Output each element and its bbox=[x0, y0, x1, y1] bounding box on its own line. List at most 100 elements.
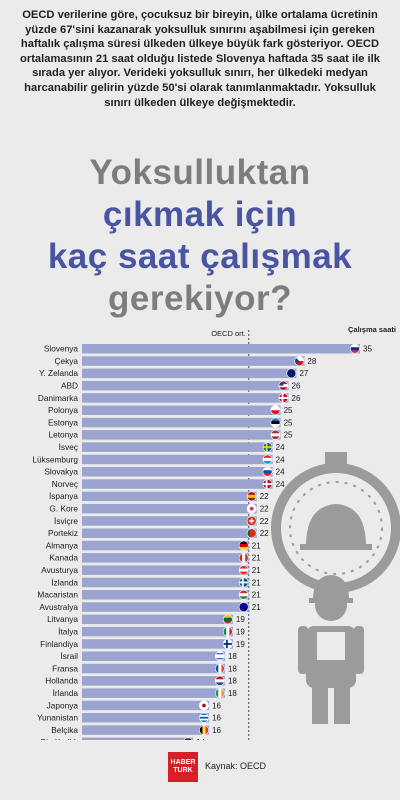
bar bbox=[82, 614, 233, 625]
data-label: 26 bbox=[292, 394, 301, 403]
data-label: 22 bbox=[260, 529, 269, 538]
category-label: Y. Zelanda bbox=[39, 368, 78, 378]
bar bbox=[82, 639, 233, 649]
flag-icon bbox=[270, 405, 281, 416]
category-label: G. Kore bbox=[49, 504, 78, 514]
data-label: 22 bbox=[260, 505, 269, 514]
category-label: Slovenya bbox=[44, 344, 79, 354]
intro-paragraph: OECD verilerine göre, çocuksuz bir birey… bbox=[20, 9, 380, 109]
category-label: Finlandiya bbox=[40, 639, 78, 649]
data-label: 16 bbox=[212, 714, 221, 723]
data-label: 22 bbox=[260, 492, 269, 501]
data-label: 18 bbox=[228, 689, 237, 698]
headline: Yoksulluktan çıkmak için kaç saat çalışm… bbox=[0, 152, 400, 320]
bar bbox=[82, 344, 360, 354]
haberturk-logo: HABER TURK bbox=[168, 752, 198, 782]
flag-icon bbox=[238, 565, 249, 576]
flag-icon bbox=[270, 429, 281, 440]
data-label: 21 bbox=[252, 554, 261, 563]
flag-icon bbox=[222, 626, 233, 637]
category-label: Slovakya bbox=[44, 467, 78, 477]
category-label: Danimarka bbox=[38, 393, 79, 403]
flag-icon bbox=[278, 380, 289, 391]
category-label: Kanada bbox=[49, 553, 78, 563]
bar bbox=[82, 393, 289, 403]
bar bbox=[82, 503, 257, 514]
flag-icon bbox=[214, 663, 225, 674]
bar bbox=[82, 737, 194, 740]
data-label: 16 bbox=[212, 726, 221, 735]
category-label: İsveç bbox=[59, 442, 78, 452]
headline-line-2: çıkmak için bbox=[102, 195, 298, 234]
data-label: 19 bbox=[236, 615, 245, 624]
flag-icon bbox=[199, 712, 209, 723]
flag-icon bbox=[246, 491, 257, 502]
flag-icon bbox=[214, 675, 225, 686]
logo-line-1: HABER bbox=[170, 759, 196, 766]
flag-icon bbox=[214, 651, 225, 662]
bar bbox=[82, 651, 225, 661]
data-label: 21 bbox=[252, 591, 261, 600]
data-label: 25 bbox=[284, 418, 293, 427]
category-label: Norveç bbox=[52, 479, 78, 489]
data-label: 21 bbox=[252, 566, 261, 575]
data-label: 18 bbox=[228, 652, 237, 661]
category-label: Yunanistan bbox=[37, 713, 78, 723]
flag-icon bbox=[222, 614, 233, 625]
data-label: 28 bbox=[307, 357, 316, 366]
flag-icon bbox=[262, 466, 273, 477]
flag-icon bbox=[183, 737, 193, 740]
headline-line-1: Yoksulluktan bbox=[89, 153, 311, 192]
category-label: Bir. Krallık bbox=[41, 737, 79, 740]
flag-icon bbox=[349, 343, 360, 354]
data-label: 24 bbox=[276, 443, 285, 452]
bar bbox=[82, 454, 273, 465]
category-label: Almanya bbox=[46, 540, 79, 550]
data-label: 22 bbox=[260, 517, 269, 526]
data-label: 24 bbox=[276, 480, 285, 489]
bar bbox=[82, 565, 249, 575]
bar bbox=[82, 368, 297, 379]
category-label: Litvanya bbox=[47, 614, 78, 624]
category-label: Çekya bbox=[54, 356, 78, 366]
flag-icon bbox=[246, 503, 257, 514]
category-label: ABD bbox=[61, 381, 78, 391]
bar bbox=[82, 676, 225, 686]
bar bbox=[82, 356, 305, 366]
category-label: İsrail bbox=[60, 651, 78, 661]
bar bbox=[82, 442, 273, 452]
category-label: İsviçre bbox=[54, 516, 78, 526]
category-label: Polonya bbox=[48, 405, 78, 415]
flag-icon bbox=[238, 552, 249, 563]
flag-icon bbox=[238, 589, 249, 600]
category-label: Macaristan bbox=[37, 590, 78, 600]
bar bbox=[82, 516, 257, 526]
data-label: 24 bbox=[276, 468, 285, 477]
bar bbox=[82, 540, 249, 551]
bar bbox=[82, 528, 257, 538]
bar bbox=[82, 688, 225, 698]
data-label: 25 bbox=[284, 431, 293, 440]
category-label: Japonya bbox=[47, 700, 79, 710]
data-label: 26 bbox=[292, 382, 301, 391]
flag-icon bbox=[222, 639, 233, 649]
category-label: Lüksemburg bbox=[32, 454, 78, 464]
bar bbox=[82, 467, 273, 477]
flag-icon bbox=[262, 442, 273, 453]
bar bbox=[82, 626, 233, 637]
bar bbox=[82, 602, 249, 612]
data-label: 19 bbox=[236, 628, 245, 637]
bar bbox=[82, 380, 289, 391]
data-label: 18 bbox=[228, 664, 237, 673]
category-label: Avusturya bbox=[41, 565, 78, 575]
data-label: 21 bbox=[252, 578, 261, 587]
bar bbox=[82, 417, 281, 428]
oecd-average-label: OECD ort. bbox=[211, 329, 246, 338]
flag-icon bbox=[214, 688, 225, 699]
category-label: Portekiz bbox=[48, 528, 78, 538]
category-label: Belçika bbox=[51, 725, 78, 735]
headline-line-4: gerekiyor? bbox=[108, 279, 292, 318]
bar bbox=[82, 700, 210, 711]
category-label: İrlanda bbox=[53, 688, 79, 698]
bar bbox=[82, 491, 257, 502]
